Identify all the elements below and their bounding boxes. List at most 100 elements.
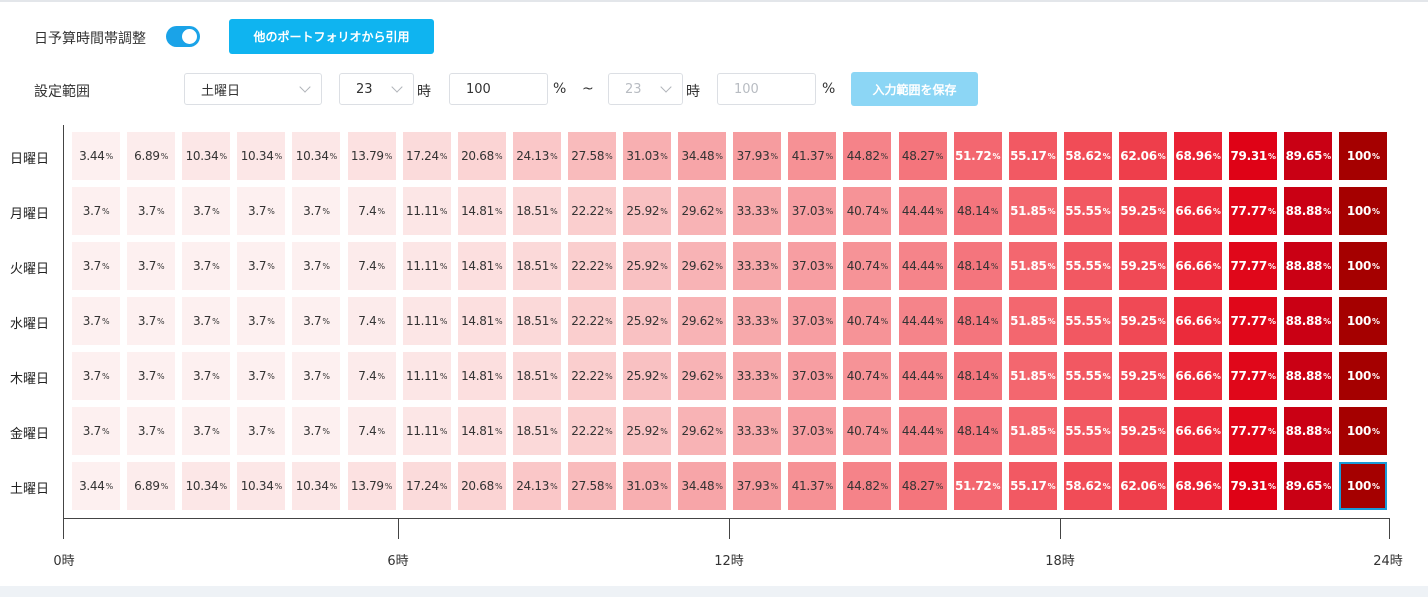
heatmap-cell[interactable]: 79.31% — [1229, 462, 1278, 510]
heatmap-cell[interactable]: 40.74% — [843, 407, 892, 455]
heatmap-cell[interactable]: 14.81% — [457, 187, 506, 235]
heatmap-cell[interactable]: 6.89% — [127, 462, 176, 510]
heatmap-cell[interactable]: 3.7% — [127, 187, 176, 235]
heatmap-cell[interactable]: 11.11% — [402, 407, 451, 455]
heatmap-cell[interactable]: 100% — [1339, 187, 1388, 235]
heatmap-cell[interactable]: 29.62% — [678, 187, 727, 235]
heatmap-cell[interactable]: 20.68% — [457, 462, 506, 510]
heatmap-cell[interactable]: 18.51% — [512, 242, 561, 290]
heatmap-cell[interactable]: 13.79% — [347, 132, 396, 180]
heatmap-cell[interactable]: 25.92% — [623, 242, 671, 290]
heatmap-cell[interactable]: 66.66% — [1174, 187, 1222, 235]
heatmap-cell[interactable]: 34.48% — [678, 462, 727, 510]
heatmap-cell[interactable]: 77.77% — [1229, 242, 1278, 290]
heatmap-cell[interactable]: 66.66% — [1174, 352, 1222, 400]
heatmap-cell[interactable]: 3.7% — [182, 352, 231, 400]
heatmap-cell[interactable]: 7.4% — [347, 297, 396, 345]
heatmap-cell[interactable]: 3.7% — [127, 407, 176, 455]
heatmap-cell[interactable]: 3.7% — [127, 297, 176, 345]
heatmap-cell[interactable]: 18.51% — [512, 407, 561, 455]
heatmap-cell[interactable]: 3.7% — [72, 352, 120, 400]
heatmap-cell[interactable]: 77.77% — [1229, 297, 1278, 345]
heatmap-cell[interactable]: 33.33% — [733, 407, 782, 455]
heatmap-cell[interactable]: 68.96% — [1174, 132, 1222, 180]
heatmap-cell[interactable]: 51.72% — [953, 132, 1002, 180]
heatmap-cell[interactable]: 3.7% — [292, 242, 341, 290]
heatmap-cell[interactable]: 3.7% — [182, 242, 231, 290]
heatmap-cell[interactable]: 3.7% — [182, 297, 231, 345]
heatmap-cell[interactable]: 10.34% — [292, 462, 341, 510]
heatmap-cell[interactable]: 77.77% — [1229, 187, 1278, 235]
heatmap-cell[interactable]: 48.14% — [953, 352, 1002, 400]
heatmap-cell[interactable]: 88.88% — [1284, 297, 1333, 345]
heatmap-cell[interactable]: 34.48% — [678, 132, 727, 180]
heatmap-cell[interactable]: 3.7% — [237, 242, 286, 290]
heatmap-cell[interactable]: 55.55% — [1063, 297, 1112, 345]
heatmap-cell[interactable]: 62.06% — [1118, 462, 1167, 510]
save-range-button[interactable]: 入力範囲を保存 — [851, 72, 978, 106]
heatmap-cell[interactable]: 89.65% — [1284, 132, 1333, 180]
heatmap-cell[interactable]: 7.4% — [347, 187, 396, 235]
heatmap-cell[interactable]: 3.7% — [72, 242, 120, 290]
heatmap-cell[interactable]: 40.74% — [843, 352, 892, 400]
heatmap-cell[interactable]: 37.03% — [788, 352, 837, 400]
heatmap-cell[interactable]: 37.03% — [788, 242, 837, 290]
heatmap-cell[interactable]: 40.74% — [843, 297, 892, 345]
heatmap-cell[interactable]: 59.25% — [1118, 352, 1167, 400]
heatmap-cell[interactable]: 3.7% — [237, 352, 286, 400]
heatmap-cell[interactable]: 14.81% — [457, 352, 506, 400]
heatmap-cell[interactable]: 44.44% — [898, 242, 947, 290]
heatmap-cell[interactable]: 77.77% — [1229, 352, 1278, 400]
heatmap-cell[interactable]: 11.11% — [402, 242, 451, 290]
heatmap-cell[interactable]: 66.66% — [1174, 407, 1222, 455]
heatmap-cell[interactable]: 41.37% — [788, 462, 837, 510]
heatmap-cell[interactable]: 89.65% — [1284, 462, 1333, 510]
heatmap-cell[interactable]: 48.14% — [953, 407, 1002, 455]
heatmap-cell[interactable]: 7.4% — [347, 407, 396, 455]
heatmap-cell[interactable]: 20.68% — [457, 132, 506, 180]
heatmap-cell[interactable]: 7.4% — [347, 352, 396, 400]
heatmap-cell[interactable]: 33.33% — [733, 352, 782, 400]
heatmap-cell[interactable]: 3.7% — [292, 187, 341, 235]
heatmap-cell[interactable]: 51.85% — [1008, 242, 1057, 290]
heatmap-cell[interactable]: 100% — [1339, 132, 1388, 180]
heatmap-cell[interactable]: 3.7% — [182, 187, 231, 235]
heatmap-cell[interactable]: 100% — [1339, 297, 1388, 345]
heatmap-cell[interactable]: 25.92% — [623, 352, 671, 400]
heatmap-cell[interactable]: 41.37% — [788, 132, 837, 180]
heatmap-cell[interactable]: 18.51% — [512, 297, 561, 345]
heatmap-cell[interactable]: 10.34% — [182, 462, 231, 510]
heatmap-cell[interactable]: 37.03% — [788, 187, 837, 235]
heatmap-cell[interactable]: 55.17% — [1008, 132, 1057, 180]
heatmap-cell[interactable]: 17.24% — [402, 462, 451, 510]
heatmap-cell[interactable]: 24.13% — [512, 132, 561, 180]
heatmap-cell[interactable]: 14.81% — [457, 407, 506, 455]
heatmap-cell[interactable]: 62.06% — [1118, 132, 1167, 180]
start-hour-select[interactable]: 23 — [339, 73, 414, 105]
heatmap-cell[interactable]: 14.81% — [457, 297, 506, 345]
heatmap-cell[interactable]: 33.33% — [733, 242, 782, 290]
heatmap-cell[interactable]: 22.22% — [567, 187, 616, 235]
daily-budget-time-adjust-toggle[interactable] — [166, 26, 200, 47]
heatmap-cell[interactable]: 3.7% — [127, 242, 176, 290]
heatmap-cell[interactable]: 3.7% — [292, 297, 341, 345]
end-hour-select[interactable]: 23 — [608, 73, 683, 105]
heatmap-cell[interactable]: 55.55% — [1063, 242, 1112, 290]
heatmap-cell[interactable]: 22.22% — [567, 352, 616, 400]
heatmap-cell[interactable]: 3.44% — [72, 132, 120, 180]
heatmap-cell[interactable]: 37.93% — [733, 132, 782, 180]
heatmap-cell[interactable]: 29.62% — [678, 407, 727, 455]
heatmap-cell[interactable]: 31.03% — [623, 132, 671, 180]
heatmap-cell[interactable]: 55.55% — [1063, 352, 1112, 400]
heatmap-cell[interactable]: 100% — [1339, 352, 1388, 400]
heatmap-cell[interactable]: 59.25% — [1118, 187, 1167, 235]
heatmap-cell[interactable]: 100% — [1339, 407, 1388, 455]
import-from-portfolio-button[interactable]: 他のポートフォリオから引用 — [229, 19, 434, 54]
heatmap-cell[interactable]: 18.51% — [512, 187, 561, 235]
heatmap-cell[interactable]: 51.85% — [1008, 352, 1057, 400]
heatmap-cell[interactable]: 37.03% — [788, 407, 837, 455]
heatmap-cell[interactable]: 40.74% — [843, 187, 892, 235]
heatmap-cell[interactable]: 77.77% — [1229, 407, 1278, 455]
heatmap-cell[interactable]: 48.14% — [953, 187, 1002, 235]
heatmap-cell[interactable]: 88.88% — [1284, 242, 1333, 290]
